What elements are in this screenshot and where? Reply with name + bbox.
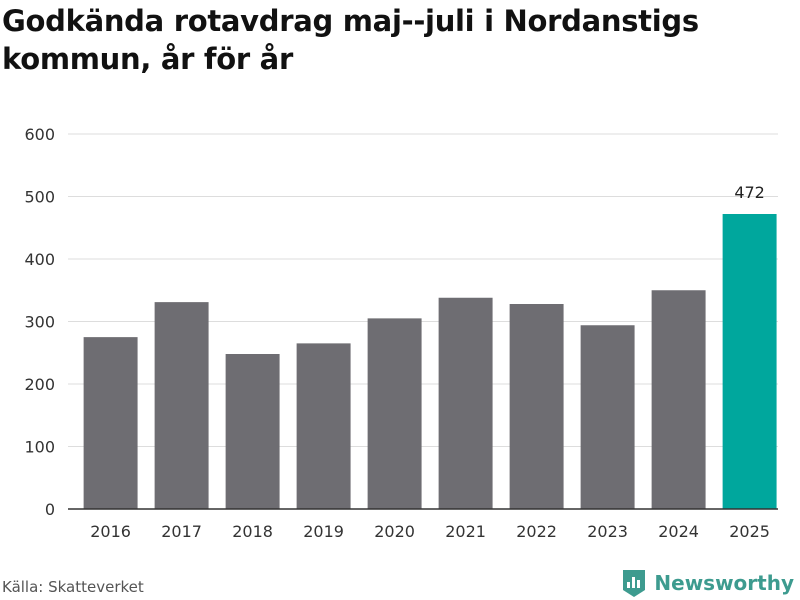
bar-chart-logo-icon xyxy=(623,570,646,597)
y-tick-label: 400 xyxy=(24,250,55,269)
y-tick-label: 500 xyxy=(24,188,55,207)
bar xyxy=(651,290,706,509)
source-note: Källa: Skatteverket xyxy=(2,578,144,596)
y-tick-label: 600 xyxy=(24,125,55,144)
x-tick-label: 2017 xyxy=(161,522,202,541)
y-tick-label: 100 xyxy=(24,438,55,457)
bars xyxy=(83,214,777,509)
x-tick-label: 2020 xyxy=(374,522,415,541)
x-tick-label: 2023 xyxy=(587,522,628,541)
bar xyxy=(580,325,635,509)
bar xyxy=(225,354,280,509)
bar xyxy=(296,343,351,509)
x-tick-label: 2025 xyxy=(729,522,770,541)
x-tick-label: 2022 xyxy=(516,522,557,541)
x-tick-label: 2021 xyxy=(445,522,486,541)
chart-title: Godkända rotavdrag maj--juli i Nordansti… xyxy=(2,4,699,76)
bar xyxy=(722,214,777,509)
y-tick-label: 200 xyxy=(24,375,55,394)
x-tick-label: 2018 xyxy=(232,522,273,541)
x-tick-label: 2016 xyxy=(90,522,131,541)
x-tick-label: 2019 xyxy=(303,522,344,541)
y-axis-tick-labels: 0 100 200 300 400 500 600 xyxy=(24,125,55,519)
brand-name: Newsworthy xyxy=(654,571,794,595)
bar xyxy=(367,318,422,509)
data-labels: 472 xyxy=(734,183,765,202)
bar xyxy=(83,337,138,509)
bar xyxy=(154,302,209,509)
brand-logo: Newsworthy xyxy=(621,568,794,598)
y-tick-label: 0 xyxy=(45,500,55,519)
bar xyxy=(438,297,493,509)
data-label: 472 xyxy=(734,183,765,202)
y-tick-label: 300 xyxy=(24,313,55,332)
x-tick-label: 2024 xyxy=(658,522,699,541)
bar xyxy=(509,304,564,509)
x-axis-tick-labels: 2016 2017 2018 2019 2020 2021 2022 2023 2024 2025 xyxy=(90,522,770,541)
